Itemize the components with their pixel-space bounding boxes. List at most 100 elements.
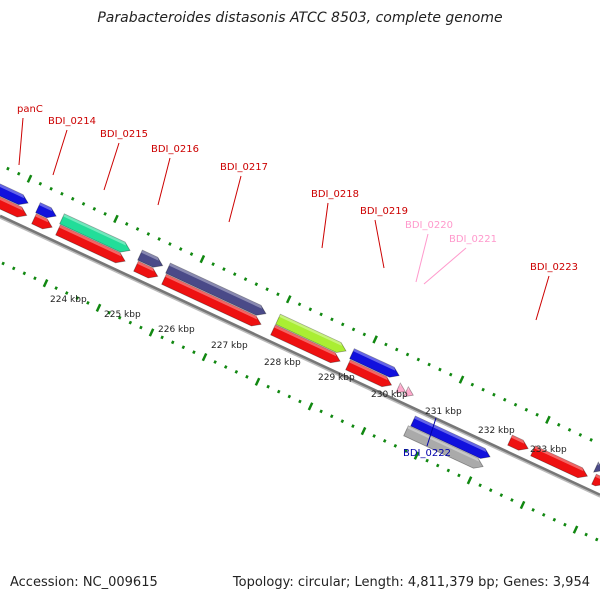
track-dot	[492, 392, 496, 397]
ruler-dotted-track	[1, 261, 599, 542]
ruler-tick	[435, 463, 440, 468]
track-dot	[340, 322, 345, 327]
feature-red	[0, 195, 28, 218]
track-dot	[458, 375, 465, 384]
ruler-tick	[139, 325, 143, 330]
ruler-tick	[298, 399, 302, 404]
track-dot	[157, 237, 161, 241]
ruler-label: 228 kbp	[264, 358, 301, 368]
feature-blue	[349, 348, 400, 378]
track-dot	[124, 222, 129, 226]
track-dot	[49, 186, 53, 191]
feature-purple	[165, 262, 267, 316]
track-dot	[372, 335, 378, 344]
track-dot	[92, 206, 97, 211]
feature-red	[591, 473, 600, 487]
ruler-label: 230 kbp	[371, 390, 408, 400]
ruler-tick	[287, 394, 292, 399]
ruler-tick	[223, 365, 228, 369]
ruler-tick	[160, 335, 164, 340]
gene-leader-line	[103, 142, 120, 191]
gene-leader-line	[535, 275, 550, 321]
ruler-tick	[234, 370, 239, 374]
ruler-tick	[33, 276, 37, 281]
track-dot	[330, 317, 334, 322]
gene-label: BDI_0218	[311, 189, 359, 200]
track-dot	[243, 277, 248, 282]
ruler-tick	[510, 498, 514, 502]
track-dot	[578, 432, 583, 437]
gene-leader-line	[52, 129, 68, 176]
track-dot	[308, 307, 313, 312]
feature-red	[133, 260, 159, 279]
gene-label: BDI_0217	[220, 162, 268, 173]
track-dot	[438, 367, 442, 372]
ruler-tick	[382, 439, 387, 443]
gene-leader-line	[426, 417, 437, 447]
track-dot	[405, 352, 410, 357]
track-dot	[448, 372, 453, 377]
ruler-tick	[584, 532, 588, 537]
track-dot	[481, 387, 485, 392]
gene-leader-line	[423, 247, 467, 285]
diagram-title: Parabacteroides distasonis ATCC 8503, co…	[97, 10, 503, 26]
ruler-tick	[360, 426, 367, 436]
track-dot	[589, 437, 593, 442]
track-dot	[222, 267, 226, 272]
backbone-line	[0, 214, 600, 497]
track-dot	[199, 254, 206, 264]
outer-dotted-track	[6, 166, 593, 442]
gene-leader-line	[415, 233, 429, 283]
feature-purple	[592, 461, 600, 473]
track-dot	[470, 382, 475, 387]
gene-label: panC	[17, 104, 43, 115]
ruler-tick	[572, 525, 579, 534]
track-dot	[103, 211, 107, 216]
track-dot	[211, 262, 215, 266]
ruler-tick	[201, 352, 208, 362]
backbone-highlight	[0, 217, 600, 498]
feature-red	[507, 434, 529, 451]
track-dot	[384, 342, 388, 347]
ruler-tick	[1, 261, 5, 266]
track-dot	[6, 166, 10, 171]
ruler-tick	[64, 291, 69, 295]
ruler-tick	[128, 320, 133, 325]
ruler-tick	[594, 537, 599, 542]
track-dot	[545, 415, 551, 424]
ruler-tick	[541, 512, 546, 517]
track-dot	[16, 171, 21, 176]
feature-lime	[275, 313, 347, 353]
track-dot	[70, 196, 75, 201]
track-dot	[285, 295, 292, 304]
gene-label: BDI_0221	[449, 234, 497, 245]
track-dot	[416, 357, 421, 362]
ruler-tick	[552, 517, 557, 522]
track-dot	[394, 347, 399, 352]
ruler-tick	[307, 402, 314, 411]
track-dot	[351, 327, 356, 332]
ruler-tick	[425, 458, 429, 463]
ruler-tick	[245, 374, 249, 379]
ruler-tick	[181, 345, 186, 350]
ruler-tick	[351, 424, 355, 429]
ruler-tick	[266, 384, 270, 389]
ruler-tick	[254, 377, 261, 386]
ruler-tick	[446, 468, 451, 473]
feature-red	[55, 224, 126, 264]
gene-label: BDI_0219	[360, 206, 408, 217]
track-dot	[81, 201, 86, 206]
feature-red	[345, 359, 393, 388]
track-dot	[38, 181, 43, 186]
feature-red	[161, 273, 262, 327]
gene-label: BDI_0216	[151, 144, 199, 155]
ruler-tick	[170, 340, 175, 345]
ruler-tick	[276, 389, 281, 394]
track-dot	[276, 292, 280, 297]
ruler-tick	[213, 360, 217, 364]
ruler-label: 229 kbp	[318, 373, 355, 383]
ruler-tick	[54, 286, 58, 290]
track-dot	[189, 252, 194, 256]
ruler-tick	[413, 451, 420, 460]
